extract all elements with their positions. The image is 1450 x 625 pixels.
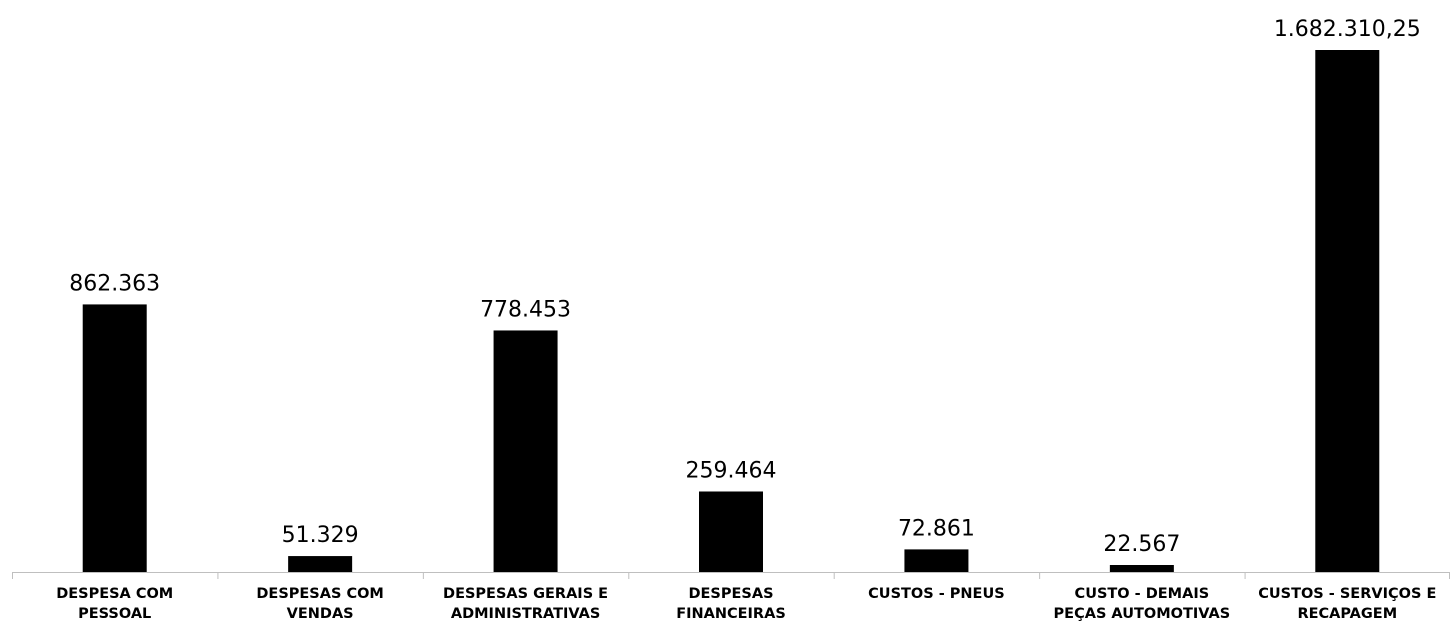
labels-layer: 862.363 51.329 778.453 259.464 72.861 22.567 1… <box>69 17 1421 557</box>
category-label: RECAPAGEM <box>1297 606 1397 622</box>
category-label: FINANCEIRAS <box>676 606 786 622</box>
data-label: 51.329 <box>282 523 359 548</box>
category-label: CUSTO - DEMAIS <box>1075 586 1210 602</box>
category-labels-layer: DESPESA COM PESSOAL DESPESAS COM VENDAS DESP… <box>56 586 1436 622</box>
bars-layer <box>82 50 1380 572</box>
data-label: 1.682.310,25 <box>1274 17 1421 42</box>
bar <box>699 491 763 572</box>
category-label: ADMINISTRATIVAS <box>451 606 600 622</box>
data-label: 259.464 <box>686 458 777 483</box>
bar <box>904 549 969 572</box>
category-label: PESSOAL <box>78 606 151 622</box>
category-label: DESPESAS GERAIS E <box>443 586 608 602</box>
bar <box>82 304 147 572</box>
data-label: 72.861 <box>898 516 975 541</box>
bar <box>493 330 558 572</box>
category-label: DESPESAS <box>688 586 773 602</box>
axis-layer <box>12 572 1450 579</box>
data-label: 862.363 <box>69 271 160 296</box>
category-label: DESPESA COM <box>56 586 173 602</box>
category-label: DESPESAS COM <box>256 586 383 602</box>
data-label: 22.567 <box>1103 532 1180 557</box>
bar <box>1315 50 1380 572</box>
category-label: PEÇAS AUTOMOTIVAS <box>1054 606 1231 622</box>
category-label: CUSTOS - PNEUS <box>868 586 1005 602</box>
bar <box>1109 565 1174 572</box>
bar <box>288 556 353 572</box>
data-label: 778.453 <box>480 297 571 322</box>
category-label: CUSTOS - SERVIÇOS E <box>1258 586 1436 602</box>
category-label: VENDAS <box>287 606 354 622</box>
